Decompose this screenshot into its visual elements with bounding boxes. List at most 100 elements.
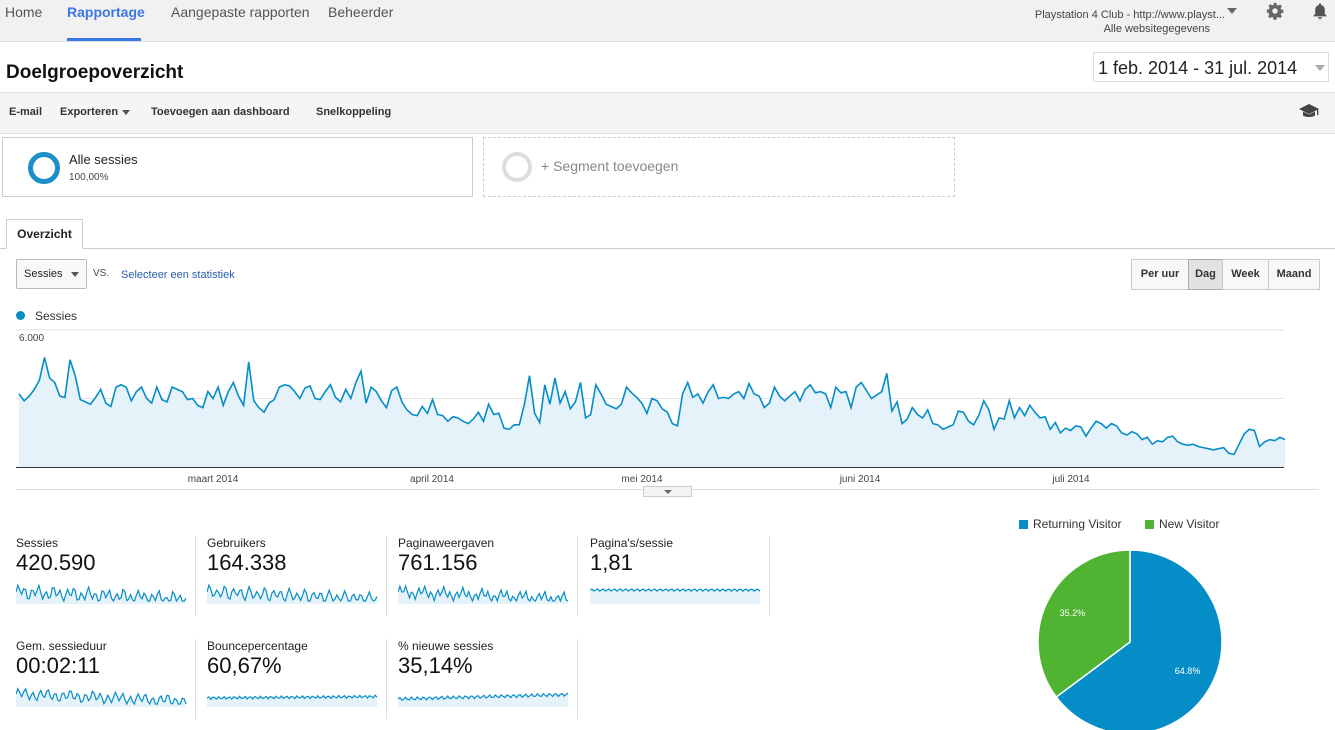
nav-tab-custom-reports[interactable]: Aangepaste rapporten bbox=[171, 4, 310, 20]
compare-metric-link[interactable]: Selecteer een statistiek bbox=[121, 269, 235, 281]
account-selector[interactable]: Playstation 4 Club - http://www.playst..… bbox=[1035, 0, 1225, 36]
kpi-value: 1,81 bbox=[590, 550, 633, 575]
bell-icon[interactable] bbox=[1311, 2, 1329, 20]
kpi-card[interactable]: Paginaweergaven 761.156 bbox=[398, 536, 578, 616]
kpi-card[interactable]: Sessies 420.590 bbox=[16, 536, 196, 616]
kpi-separator bbox=[195, 536, 196, 616]
shortcut-button[interactable]: Snelkoppeling bbox=[316, 106, 392, 118]
add-to-dashboard-button[interactable]: Toevoegen aan dashboard bbox=[151, 106, 290, 118]
export-label: Exporteren bbox=[60, 106, 119, 118]
pie-slice-label: 35.2% bbox=[1060, 608, 1086, 618]
nav-tab-home[interactable]: Home bbox=[5, 4, 43, 20]
kpi-separator bbox=[386, 536, 387, 616]
kpi-card[interactable]: Pagina's/sessie 1,81 bbox=[590, 536, 770, 616]
granularity-hourly[interactable]: Per uur bbox=[1131, 259, 1189, 290]
metric-select[interactable]: Sessies bbox=[16, 259, 87, 289]
export-button[interactable]: Exporteren bbox=[60, 106, 131, 118]
kpi-label: Bouncepercentage bbox=[207, 639, 308, 653]
series-legend-label[interactable]: Sessies bbox=[35, 309, 78, 323]
sparkline-area bbox=[207, 585, 377, 604]
gear-icon[interactable] bbox=[1266, 2, 1284, 20]
legend-swatch bbox=[1145, 520, 1154, 530]
pie-slice-label: 64.8% bbox=[1175, 666, 1201, 676]
kpi-sparkline bbox=[16, 583, 187, 604]
metric-select-value: Sessies bbox=[24, 268, 63, 280]
granularity-month[interactable]: Maand bbox=[1268, 259, 1320, 290]
sparkline-area bbox=[590, 589, 760, 604]
sparkline-line bbox=[16, 583, 187, 603]
page-title: Doelgroepoverzicht bbox=[6, 62, 184, 83]
segment-percent: 100,00% bbox=[69, 172, 109, 183]
chevron-down-icon[interactable] bbox=[1315, 65, 1325, 71]
x-tick-label: mei 2014 bbox=[621, 474, 663, 485]
sparkline-line bbox=[398, 692, 569, 701]
sparkline-area bbox=[207, 695, 377, 707]
account-view: Alle websitegegevens bbox=[1103, 23, 1210, 35]
segment-all-sessions[interactable]: Alle sessies 100,00% bbox=[2, 137, 473, 197]
granularity-week[interactable]: Week bbox=[1222, 259, 1269, 290]
sessions-line bbox=[18, 357, 1286, 456]
email-button[interactable]: E-mail bbox=[9, 106, 43, 118]
account-property: Playstation 4 Club - http://www.playst..… bbox=[1034, 9, 1225, 21]
chart-expand-handle[interactable] bbox=[643, 486, 692, 497]
pie-slice[interactable] bbox=[1037, 549, 1131, 699]
segment-ring-icon bbox=[28, 152, 60, 184]
date-range-value: 1 feb. 2014 - 31 jul. 2014 bbox=[1098, 58, 1298, 78]
pie-legend-label: New Visitor bbox=[1159, 517, 1220, 531]
legend-swatch bbox=[1019, 520, 1028, 530]
date-range-picker[interactable]: 1 feb. 2014 - 31 jul. 2014 bbox=[1093, 52, 1329, 82]
sparkline-line bbox=[207, 694, 378, 701]
kpi-card[interactable]: Gebruikers 164.338 bbox=[207, 536, 387, 616]
kpi-card[interactable]: Gem. sessieduur 00:02:11 bbox=[16, 639, 196, 719]
kpi-sparkline bbox=[16, 687, 187, 707]
kpi-label: Pagina's/sessie bbox=[590, 536, 674, 550]
graduation-cap-icon[interactable] bbox=[1298, 102, 1320, 120]
kpi-separator bbox=[577, 639, 578, 719]
kpi-separator bbox=[769, 536, 770, 616]
kpi-label: Paginaweergaven bbox=[398, 536, 495, 550]
pie-legend-new[interactable]: New Visitor bbox=[1145, 517, 1219, 531]
top-nav: Home Rapportage Aangepaste rapporten Beh… bbox=[0, 0, 1335, 42]
tab-divider bbox=[0, 248, 1335, 249]
kpi-label: Sessies bbox=[16, 536, 59, 550]
granularity-day[interactable]: Dag bbox=[1188, 259, 1223, 290]
pie-legend-returning[interactable]: Returning Visitor bbox=[1019, 517, 1122, 531]
nav-tab-admin[interactable]: Beheerder bbox=[328, 4, 394, 20]
sparkline-area bbox=[16, 585, 186, 604]
kpi-value: 35,14% bbox=[398, 653, 473, 678]
sessions-area bbox=[19, 357, 1285, 467]
x-tick-label: juli 2014 bbox=[1051, 474, 1090, 485]
pie-legend-label: Returning Visitor bbox=[1033, 517, 1122, 531]
sparkline-line bbox=[207, 583, 378, 603]
kpi-card[interactable]: % nieuwe sessies 35,14% bbox=[398, 639, 578, 719]
active-tab-indicator bbox=[67, 38, 141, 41]
kpi-value: 00:02:11 bbox=[16, 653, 101, 678]
chevron-down-icon bbox=[71, 272, 79, 277]
nav-tab-reporting[interactable]: Rapportage bbox=[67, 4, 145, 20]
add-segment-label: + Segment toevoegen bbox=[541, 158, 679, 174]
kpi-separator bbox=[195, 639, 196, 719]
sparkline-line bbox=[590, 588, 761, 593]
sparkline-area bbox=[398, 586, 568, 604]
kpi-sparkline bbox=[207, 583, 378, 604]
kpi-sparkline bbox=[398, 584, 569, 604]
kpi-separator bbox=[386, 639, 387, 719]
kpi-value: 60,67% bbox=[207, 653, 282, 678]
kpi-card[interactable]: Bouncepercentage 60,67% bbox=[207, 639, 387, 719]
kpi-label: Gem. sessieduur bbox=[16, 639, 107, 653]
visitor-type-pie-chart[interactable]: 64.8% 35.2% bbox=[1020, 540, 1240, 730]
y-tick-label: 6.000 bbox=[19, 333, 44, 344]
x-tick-label: april 2014 bbox=[410, 474, 454, 485]
chevron-down-icon[interactable] bbox=[1227, 8, 1237, 14]
tab-overview[interactable]: Overzicht bbox=[6, 219, 83, 249]
vs-label: VS. bbox=[93, 268, 110, 279]
add-segment-button[interactable]: + Segment toevoegen bbox=[483, 137, 955, 197]
kpi-value: 164.338 bbox=[207, 550, 287, 575]
x-tick-label: maart 2014 bbox=[188, 474, 239, 485]
chevron-down-icon bbox=[664, 490, 672, 494]
kpi-label: Gebruikers bbox=[207, 536, 266, 550]
kpi-sparkline bbox=[590, 588, 761, 604]
kpi-value: 761.156 bbox=[398, 550, 478, 575]
kpi-sparkline bbox=[207, 694, 378, 707]
